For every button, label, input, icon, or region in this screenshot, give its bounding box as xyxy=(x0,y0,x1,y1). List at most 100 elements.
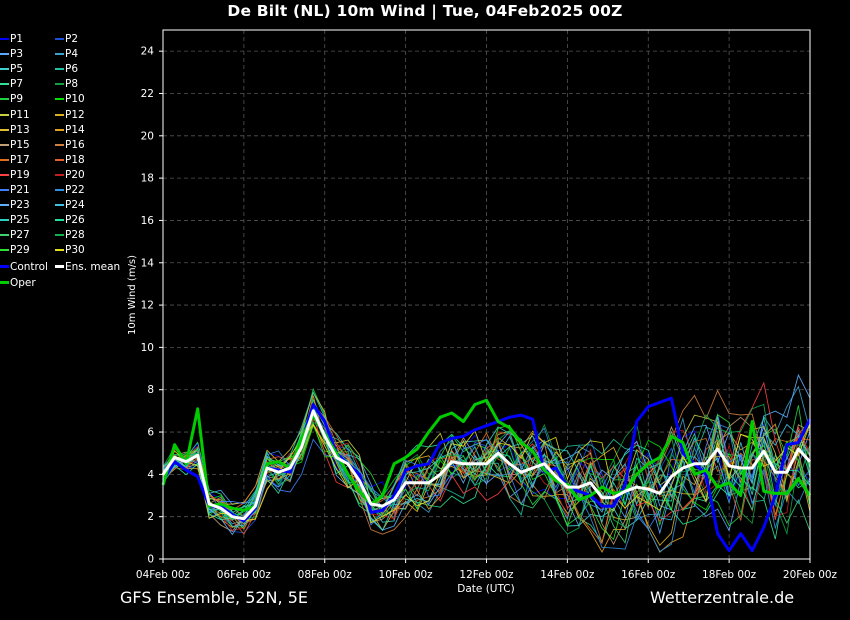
legend-label: P7 xyxy=(10,78,24,91)
legend-swatch xyxy=(55,38,64,40)
x-tick-label: 04Feb 00z xyxy=(136,569,191,581)
legend-swatch xyxy=(0,38,9,40)
legend-label: P3 xyxy=(10,48,24,61)
legend-label: P19 xyxy=(10,168,30,181)
legend-label: P6 xyxy=(65,63,79,76)
y-tick-label: 6 xyxy=(147,427,154,439)
legend-swatch xyxy=(55,98,64,101)
legend-label: P10 xyxy=(65,93,85,106)
legend-label: P9 xyxy=(10,93,24,106)
legend-label: P28 xyxy=(65,229,85,242)
x-tick-label: 16Feb 00z xyxy=(621,569,676,581)
legend-swatch xyxy=(0,234,9,237)
legend-swatch xyxy=(0,249,9,252)
y-tick-label: 10 xyxy=(141,342,154,354)
legend-label: P5 xyxy=(10,63,24,76)
x-tick-label: 20Feb 00z xyxy=(783,569,838,581)
legend-swatch xyxy=(0,98,9,101)
x-axis-label: Date (UTC) xyxy=(457,583,514,595)
legend-label: P15 xyxy=(10,138,30,151)
legend-label: P17 xyxy=(10,153,30,166)
y-tick-label: 18 xyxy=(141,173,154,185)
legend-swatch xyxy=(55,143,64,146)
y-tick-label: 4 xyxy=(147,469,154,481)
legend-label: Oper xyxy=(10,276,36,289)
x-tick-label: 06Feb 00z xyxy=(217,569,272,581)
legend-swatch xyxy=(0,83,9,86)
legend-label: P24 xyxy=(65,199,85,212)
legend-swatch xyxy=(55,68,64,71)
legend-label: P16 xyxy=(65,138,85,151)
y-tick-label: 2 xyxy=(147,511,154,523)
x-tick-label: 12Feb 00z xyxy=(459,569,514,581)
legend-label: P22 xyxy=(65,184,85,196)
member-line-p22 xyxy=(162,410,811,553)
y-tick-label: 0 xyxy=(147,554,154,566)
ensemble-members xyxy=(162,373,811,553)
legend-swatch xyxy=(55,264,64,268)
x-tick-label: 10Feb 00z xyxy=(379,569,434,581)
legend-label: P29 xyxy=(10,244,30,257)
legend-swatch xyxy=(55,113,64,116)
legend-swatch xyxy=(55,53,64,56)
x-tick-label: 18Feb 00z xyxy=(702,569,757,581)
legend-label: P4 xyxy=(65,48,79,61)
y-axis-label: 10m Wind (m/s) xyxy=(127,255,138,335)
legend-label: P20 xyxy=(65,168,85,181)
x-tick-label: 14Feb 00z xyxy=(540,569,595,581)
y-tick-label: 16 xyxy=(141,215,155,227)
legend-swatch xyxy=(55,234,64,237)
legend-swatch xyxy=(55,204,64,207)
legend-swatch xyxy=(55,219,64,222)
y-tick-label: 14 xyxy=(141,257,155,269)
legend-swatch xyxy=(55,173,64,176)
legend-label: P14 xyxy=(65,123,85,136)
member-line-p11 xyxy=(162,414,811,530)
legend-swatch xyxy=(55,249,64,252)
legend-swatch xyxy=(0,264,9,268)
legend-swatch xyxy=(0,280,9,284)
model-caption: GFS Ensemble, 52N, 5E xyxy=(120,588,308,607)
legend-label: P2 xyxy=(65,33,79,45)
x-tick-label: 08Feb 00z xyxy=(298,569,353,581)
legend-swatch xyxy=(55,83,64,86)
legend-swatch xyxy=(0,189,9,191)
member-line-p15 xyxy=(162,406,811,546)
legend-label: P26 xyxy=(65,214,85,227)
y-tick-label: 20 xyxy=(141,130,154,142)
legend-label: P13 xyxy=(10,123,30,136)
legend-label: P27 xyxy=(10,229,30,242)
legend-swatch xyxy=(55,189,64,191)
legend-label: P12 xyxy=(65,108,85,121)
y-tick-label: 12 xyxy=(141,300,154,312)
member-line-p28 xyxy=(162,403,811,535)
legend-label: P25 xyxy=(10,214,30,227)
chart-title: De Bilt (NL) 10m Wind | Tue, 04Feb2025 0… xyxy=(227,2,623,20)
legend-swatch xyxy=(0,158,9,161)
legend-label: P30 xyxy=(65,244,85,257)
legend-label: P1 xyxy=(10,33,24,45)
grid xyxy=(163,30,810,559)
legend-swatch xyxy=(0,53,9,56)
legend-label: P8 xyxy=(65,78,79,91)
source-caption: Wetterzentrale.de xyxy=(650,588,795,607)
legend-label: P18 xyxy=(65,153,85,166)
legend-label: P21 xyxy=(10,184,30,196)
legend-swatch xyxy=(0,204,9,207)
legend-swatch xyxy=(55,128,64,131)
legend-swatch xyxy=(0,143,9,146)
legend-label: Control xyxy=(10,260,48,273)
legend-swatch xyxy=(0,128,9,131)
legend-swatch xyxy=(0,68,9,71)
y-tick-label: 22 xyxy=(141,88,154,100)
series-line-ens-mean xyxy=(161,409,812,521)
y-tick-label: 24 xyxy=(141,46,155,58)
legend-label: Ens. mean xyxy=(65,260,121,273)
legend-swatch xyxy=(0,113,9,116)
series-line-oper xyxy=(161,398,812,512)
legend-swatch xyxy=(55,158,64,161)
member-line-p17 xyxy=(162,405,811,545)
legend-swatch xyxy=(0,219,9,222)
legend-swatch xyxy=(0,173,9,176)
